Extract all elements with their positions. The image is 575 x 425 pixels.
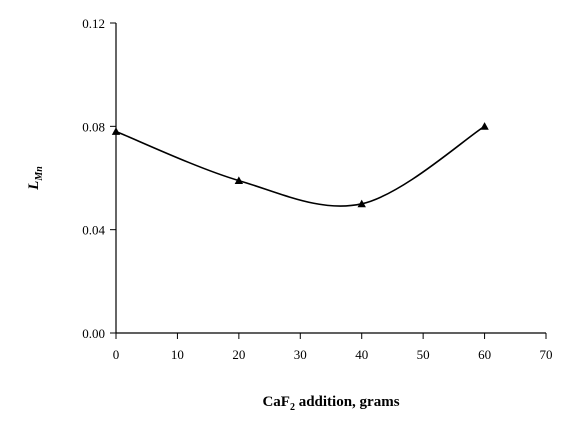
y-tick-label: 0.08 xyxy=(82,119,105,134)
x-tick-label: 70 xyxy=(540,347,553,362)
y-tick-label: 0.00 xyxy=(82,326,105,341)
x-axis-title: CaF2 addition, grams xyxy=(262,394,399,413)
ticks: 0 10 20 30 40 50 60 70 0.00 0.04 0.08 0.12 xyxy=(82,16,552,362)
axes xyxy=(115,23,546,334)
x-tick-label: 50 xyxy=(417,347,430,362)
x-tick-label: 20 xyxy=(232,347,245,362)
y-tick-label: 0.04 xyxy=(82,223,105,238)
x-tick-label: 60 xyxy=(478,347,491,362)
y-axis-title: LMn xyxy=(26,166,45,191)
y-tick-label: 0.12 xyxy=(82,16,105,31)
x-tick-label: 40 xyxy=(355,347,368,362)
data-point xyxy=(111,127,121,135)
data-point xyxy=(234,176,244,184)
series-line xyxy=(115,125,485,207)
series xyxy=(111,122,489,208)
data-point xyxy=(480,122,489,130)
data-point xyxy=(357,199,366,208)
x-tick-label: 30 xyxy=(294,347,307,362)
x-tick-label: 0 xyxy=(113,347,120,362)
x-tick-label: 10 xyxy=(171,347,184,362)
